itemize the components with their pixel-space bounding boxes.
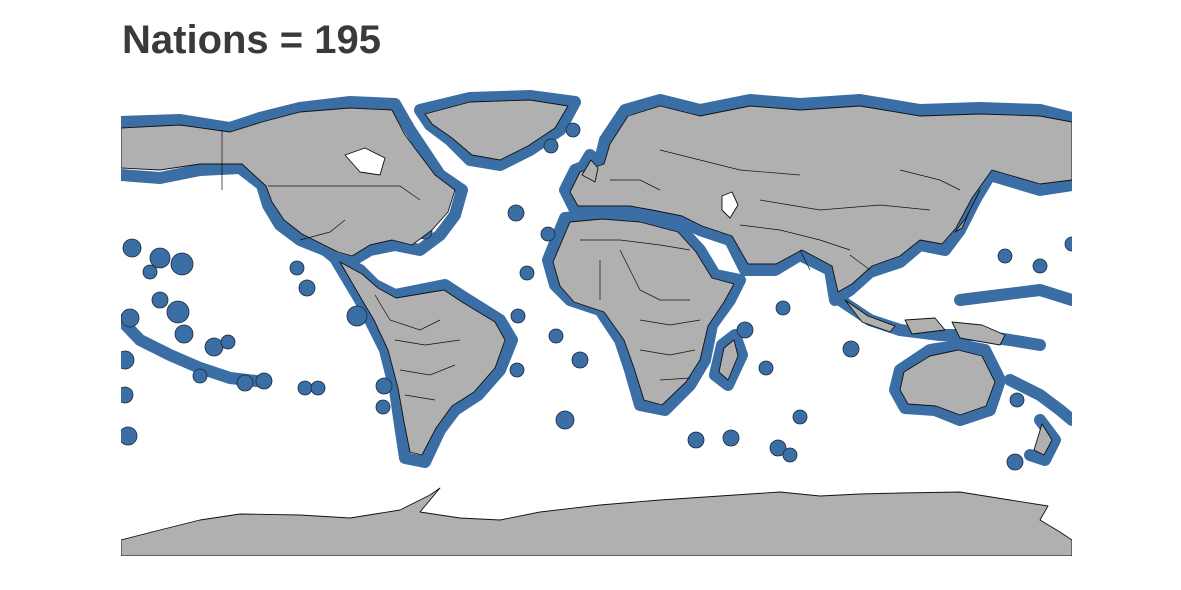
buffer-melanesia	[954, 284, 1072, 306]
land-north-america	[121, 107, 456, 257]
buffer-pacific-chain	[121, 314, 271, 388]
land-japan	[954, 189, 981, 233]
land-south-america	[339, 261, 506, 456]
island-buffers	[121, 122, 1072, 471]
land-caspian	[721, 191, 739, 219]
buffer-south-pacific	[1004, 374, 1072, 426]
land-greenland	[424, 99, 569, 161]
land-hudson-bay	[344, 147, 386, 176]
land-africa	[552, 218, 735, 406]
country-borders	[221, 130, 961, 401]
buffer-greenland	[414, 90, 581, 171]
land-layer	[121, 99, 1072, 556]
buffer-australia	[889, 339, 1006, 426]
buffer-south-america	[329, 252, 518, 468]
land-indonesia	[844, 299, 1006, 346]
land-madagascar	[718, 339, 739, 381]
buffer-madagascar	[709, 329, 748, 391]
land-eurasia	[569, 105, 1072, 293]
land-australia	[899, 349, 996, 416]
buffer-new-zealand	[1024, 414, 1061, 466]
land-antarctica	[121, 487, 1072, 556]
land-new-zealand	[1033, 423, 1053, 456]
land-uk	[581, 159, 599, 183]
map-title: Nations = 195	[122, 18, 382, 62]
buffer-north-america	[121, 96, 468, 268]
